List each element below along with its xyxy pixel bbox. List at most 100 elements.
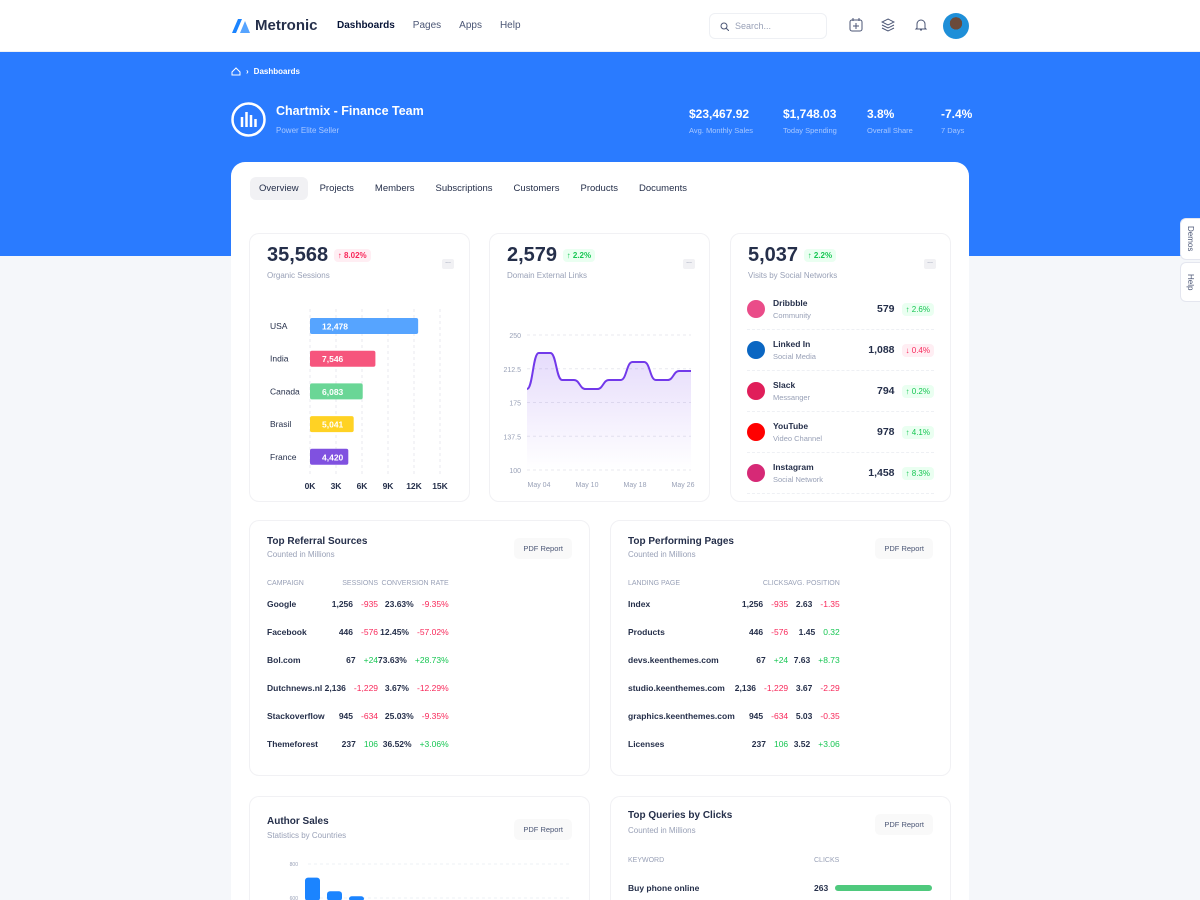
stat-value: $23,467.92 [689, 107, 750, 121]
cell-change: -634 [361, 711, 379, 721]
top-header: Metronic Dashboards Pages Apps Help Sear… [0, 0, 1200, 52]
x-tick-label: May 10 [576, 482, 599, 489]
stat-label: Avg. Monthly Sales [689, 126, 754, 135]
side-tab-help[interactable]: Help [1180, 262, 1200, 302]
social-row-instagram[interactable]: Instagram Social Network 1,458 ↑ 8.3% [747, 453, 934, 494]
social-info: Instagram Social Network [773, 462, 823, 484]
tab-overview[interactable]: Overview [250, 177, 308, 200]
cell-value: 3.52 [793, 739, 811, 749]
layers-icon[interactable] [881, 18, 895, 32]
social-value: 1,088 [868, 344, 895, 356]
pages-table: Landing Page Clicks Avg. Position Index 1,25… [628, 576, 840, 758]
x-tick-label: May 18 [624, 482, 647, 489]
y-tick-label: 137.5 [503, 434, 521, 441]
social-row-youtube[interactable]: YouTube Video Channel 978 ↑ 4.1% [747, 412, 934, 453]
table-row: Bol.com 67 +24 73.63% +28.73% [267, 646, 449, 674]
row-label: Stackoverflow [267, 711, 325, 721]
tab-customers[interactable]: Customers [513, 183, 560, 194]
home-icon[interactable] [231, 67, 241, 76]
value-text: 35,568 [267, 244, 329, 266]
pdf-report-button[interactable]: PDF Report [875, 814, 933, 835]
social-row-slack[interactable]: Slack Messanger 794 ↑ 0.2% [747, 371, 934, 412]
nav-pages[interactable]: Pages [412, 20, 442, 31]
row-label: Google [267, 599, 297, 609]
pdf-report-button[interactable]: PDF Report [514, 819, 572, 840]
cell-change: -935 [771, 599, 789, 609]
top-queries-card: Top Queries by Clicks Counted in Million… [610, 796, 951, 900]
cell-value: 1.45 [798, 627, 816, 637]
bar-value-label: 12,478 [322, 322, 348, 332]
calendar-add-icon[interactable] [849, 18, 863, 32]
nav-dashboards[interactable]: Dashboards [337, 20, 395, 31]
row-label: Themeforest [267, 739, 319, 749]
user-avatar[interactable] [943, 13, 969, 39]
tab-documents[interactable]: Documents [638, 183, 688, 194]
bell-icon[interactable] [914, 18, 928, 32]
social-desc: Video Channel [773, 434, 823, 443]
search-input[interactable]: Search... [709, 13, 827, 39]
cell-primary: 67 +24 [325, 646, 378, 674]
more-menu-button[interactable]: ... [442, 258, 454, 269]
y-tick-label: 800 [290, 862, 299, 868]
cell-secondary: 3.67 -2.29 [788, 674, 840, 702]
pdf-report-button[interactable]: PDF Report [514, 538, 572, 559]
card-subtitle: Counted in Millions [628, 550, 696, 559]
nav-help[interactable]: Help [499, 20, 521, 31]
tab-subscriptions[interactable]: Subscriptions [435, 183, 493, 194]
social-row-dribbble[interactable]: Dribbble Community 579 ↑ 2.6% [747, 289, 934, 330]
cell-value: 3.67% [384, 683, 409, 693]
cell-value: 5.03 [795, 711, 813, 721]
tab-members[interactable]: Members [374, 183, 415, 194]
cell-value: 36.52% [382, 739, 412, 749]
table-header: Landing Page Clicks Avg. Position [628, 576, 840, 590]
author-sales-card: Author Sales Statistics by Countries PDF… [249, 796, 590, 900]
bar-canada [310, 383, 363, 400]
row-label: Facebook [267, 627, 307, 637]
value-text: 5,037 [748, 244, 799, 266]
stat-label: Overall Share [867, 126, 913, 135]
external-links-card: 2,579 ↑ 2.2% Domain External Links ... 2… [489, 233, 710, 502]
social-desc: Messanger [773, 393, 811, 402]
tab-projects[interactable]: Projects [319, 183, 354, 194]
column-header: Sessions [342, 579, 379, 587]
social-row-linkedin[interactable]: Linked In Social Media 1,088 ↓ 0.4% [747, 330, 934, 371]
card-title: Top Queries by Clicks [628, 810, 733, 821]
brand-logo[interactable]: Metronic [231, 17, 318, 34]
chart-bars-icon [231, 102, 266, 137]
y-tick-label: 175 [509, 401, 521, 408]
cell-primary: 1,256 -935 [325, 590, 378, 618]
side-tab-demos[interactable]: Demos [1180, 218, 1200, 260]
cell-primary: 237 106 [325, 730, 378, 758]
cell-value: 3.67 [795, 683, 813, 693]
cell-value: 945 [338, 711, 354, 721]
cell-change: +3.06 [818, 739, 840, 749]
pdf-report-button[interactable]: PDF Report [875, 538, 933, 559]
more-menu-button[interactable]: ... [683, 258, 695, 269]
cell-primary: 237 106 [735, 730, 788, 758]
top-performing-pages-card: Top Performing Pages Counted in Millions… [610, 520, 951, 776]
cell-value: 1,256 [331, 599, 354, 609]
table-row: devs.keenthemes.com 67 +24 7.63 +8.73 [628, 646, 840, 674]
row-label: Bol.com [267, 655, 301, 665]
nav-apps[interactable]: Apps [459, 20, 482, 31]
social-name: Slack [773, 380, 796, 390]
brand-name: Metronic [255, 17, 318, 34]
area-fill [527, 353, 691, 470]
tab-products[interactable]: Products [580, 183, 618, 194]
social-desc: Community [773, 311, 811, 320]
social-info: Dribbble Community [773, 298, 811, 320]
category-label: France [270, 452, 297, 462]
stat-label: 7 Days [941, 126, 965, 135]
change-badge: ↓ 0.4% [901, 343, 934, 357]
column-header-clicks: Clicks [814, 857, 840, 864]
card-subtitle: Statistics by Countries [267, 831, 347, 840]
cell-secondary: 23.63% -9.35% [378, 590, 449, 618]
bar-india [310, 350, 376, 367]
table-row: graphics.keenthemes.com 945 -634 5.03 -0.35 [628, 702, 840, 730]
stat-7-days: -7.4% 7 Days [941, 107, 972, 135]
x-tick-label: May 26 [672, 482, 695, 489]
cell-change: 106 [363, 739, 379, 749]
dribbble-icon [747, 300, 765, 318]
more-menu-button[interactable]: ... [924, 258, 936, 269]
stat-value: -7.4% [941, 107, 973, 121]
